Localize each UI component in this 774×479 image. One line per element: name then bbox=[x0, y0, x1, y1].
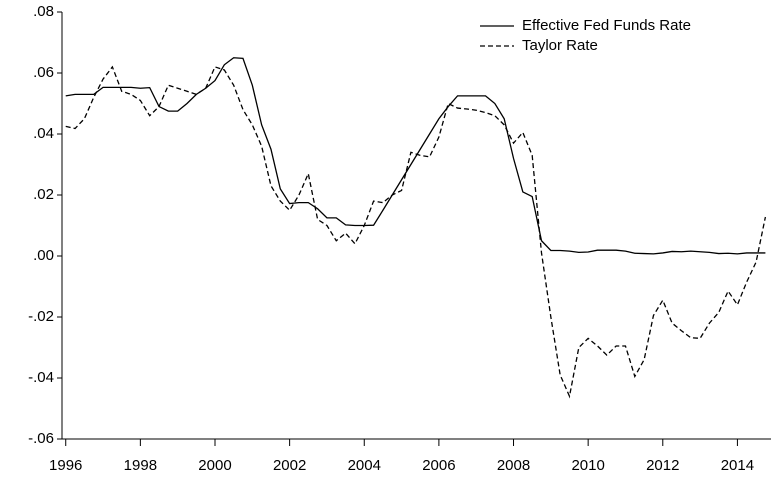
y-tick-label: -.06 bbox=[28, 430, 54, 447]
x-tick-label: 2008 bbox=[497, 457, 530, 474]
y-tick-label: .02 bbox=[33, 186, 54, 203]
legend-label: Effective Fed Funds Rate bbox=[522, 17, 691, 34]
y-tick-label: .00 bbox=[33, 247, 54, 264]
y-tick-label: .08 bbox=[33, 3, 54, 20]
legend-label: Taylor Rate bbox=[522, 37, 598, 54]
x-tick-label: 2000 bbox=[198, 457, 231, 474]
x-tick-label: 2002 bbox=[273, 457, 306, 474]
y-tick-label: -.02 bbox=[28, 308, 54, 325]
x-tick-label: 2014 bbox=[721, 457, 754, 474]
y-tick-label: .04 bbox=[33, 125, 54, 142]
y-tick-label: .06 bbox=[33, 64, 54, 81]
x-tick-label: 1998 bbox=[124, 457, 157, 474]
series-line bbox=[65, 57, 766, 255]
x-tick-label: 2004 bbox=[348, 457, 381, 474]
series-line bbox=[65, 65, 767, 399]
x-tick-label: 1996 bbox=[49, 457, 82, 474]
x-tick-label: 2010 bbox=[571, 457, 604, 474]
y-tick-label: -.04 bbox=[28, 369, 54, 386]
x-tick-label: 2012 bbox=[646, 457, 679, 474]
x-tick-label: 2006 bbox=[422, 457, 455, 474]
